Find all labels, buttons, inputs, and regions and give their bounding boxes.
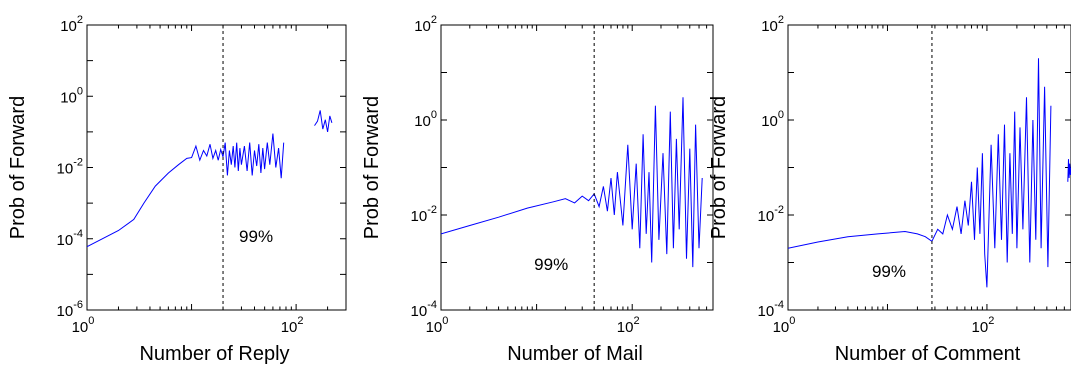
x-tick-exponent: 0	[442, 315, 448, 327]
axes-frame	[86, 24, 347, 311]
x-tick-base: 10	[773, 319, 790, 336]
y-tick-base: 10	[761, 18, 778, 35]
y-tick-exponent: -2	[427, 204, 437, 216]
axes-frame	[440, 24, 714, 311]
y-tick-label: 10-2	[758, 204, 784, 225]
y-tick-exponent: 0	[431, 109, 437, 121]
x-axis-label: Number of Comment	[835, 343, 1021, 365]
x-tick-exponent: 0	[789, 315, 795, 327]
y-tick-base: 10	[60, 89, 77, 106]
threshold-label: 99%	[872, 262, 906, 281]
y-tick-exponent: 0	[77, 85, 83, 97]
x-tick-exponent: 2	[297, 315, 303, 327]
x-tick-base: 10	[972, 319, 989, 336]
y-tick-base: 10	[758, 303, 775, 320]
y-tick-label: 100	[60, 85, 83, 106]
y-tick-exponent: -4	[427, 299, 437, 311]
y-tick-exponent: -6	[73, 299, 83, 311]
y-tick-label: 10-4	[57, 228, 83, 249]
data-line-segment-1	[788, 58, 1052, 288]
y-tick-label: 100	[761, 109, 784, 130]
x-axis-label: Number of Mail	[507, 343, 643, 365]
x-tick-label: 102	[617, 315, 640, 336]
y-tick-base: 10	[411, 208, 428, 225]
y-tick-exponent: 2	[431, 14, 437, 26]
x-tick-label: 100	[426, 315, 449, 336]
y-tick-base: 10	[414, 113, 431, 130]
y-tick-base: 10	[411, 303, 428, 320]
x-tick-label: 100	[773, 315, 796, 336]
y-tick-label: 100	[414, 109, 437, 130]
threshold-label: 99%	[239, 227, 273, 246]
x-tick-base: 10	[426, 319, 443, 336]
x-tick-base: 10	[617, 319, 634, 336]
x-tick-base: 10	[72, 319, 89, 336]
data-line-segment-1	[441, 97, 703, 268]
y-tick-base: 10	[60, 18, 77, 35]
y-tick-label: 10-2	[411, 204, 437, 225]
y-tick-label: 10-6	[57, 299, 83, 320]
y-tick-base: 10	[57, 161, 74, 178]
y-axis-label: Prob of Forward	[361, 96, 383, 239]
x-tick-base: 10	[281, 319, 298, 336]
x-tick-label: 100	[72, 315, 95, 336]
x-tick-label: 102	[972, 315, 995, 336]
y-axis-label: Prob of Forward	[708, 96, 730, 239]
data-line-segment-2	[314, 110, 333, 132]
x-tick-exponent: 2	[988, 315, 994, 327]
y-tick-label: 10-2	[57, 157, 83, 178]
y-axis-label: Prob of Forward	[7, 96, 29, 239]
y-tick-exponent: -2	[73, 157, 83, 169]
y-tick-exponent: -4	[774, 299, 784, 311]
y-tick-label: 102	[414, 14, 437, 35]
threshold-label: 99%	[534, 255, 568, 274]
y-tick-exponent: 2	[77, 14, 83, 26]
y-tick-label: 102	[60, 14, 83, 35]
y-tick-exponent: 0	[778, 109, 784, 121]
x-axis-label: Number of Reply	[139, 343, 289, 365]
y-tick-exponent: -2	[774, 204, 784, 216]
y-tick-base: 10	[758, 208, 775, 225]
y-tick-base: 10	[761, 113, 778, 130]
y-tick-base: 10	[57, 303, 74, 320]
x-tick-exponent: 0	[88, 315, 94, 327]
y-tick-base: 10	[57, 232, 74, 249]
x-tick-label: 102	[281, 315, 304, 336]
y-tick-label: 102	[761, 14, 784, 35]
y-tick-label: 10-4	[758, 299, 784, 320]
data-line-segment-1	[87, 133, 285, 248]
y-tick-base: 10	[414, 18, 431, 35]
y-tick-exponent: 2	[778, 14, 784, 26]
y-tick-label: 10-4	[411, 299, 437, 320]
x-tick-exponent: 2	[633, 315, 639, 327]
y-tick-exponent: -4	[73, 228, 83, 240]
axes-frame	[787, 24, 1071, 311]
